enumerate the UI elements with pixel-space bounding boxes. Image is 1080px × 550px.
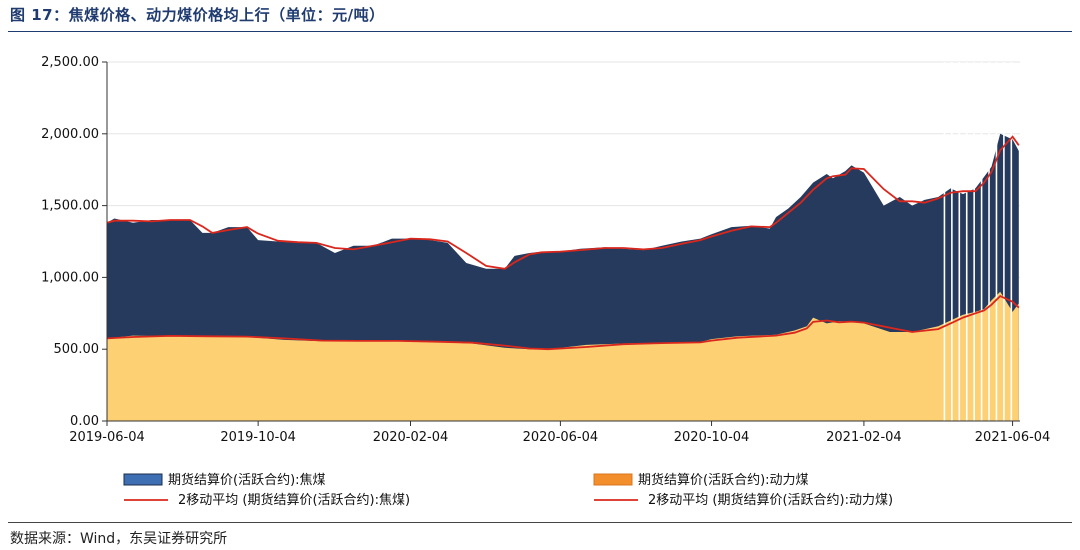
x-tick-label: 2020-06-04 <box>523 430 599 445</box>
legend-item-coking-ma: 2移动平均 (期货结算价(活跃合约):焦煤) <box>124 492 410 508</box>
ma-line-coking-coal <box>106 135 1020 270</box>
legend-label-thermal: 期货结算价(活跃合约):动力煤 <box>638 472 809 488</box>
x-tick-label: 2021-06-04 <box>975 430 1051 445</box>
y-tick-label: 500.00 <box>54 342 100 357</box>
y-tick-label: 1,000.00 <box>41 270 99 285</box>
data-source: 数据来源：Wind，东吴证券研究所 <box>10 531 228 547</box>
title-rule <box>8 31 1072 32</box>
legend-label-coking-ma: 2移动平均 (期货结算价(活跃合约):焦煤) <box>178 492 410 508</box>
legend-item-thermal: 期货结算价(活跃合约):动力煤 <box>593 472 809 488</box>
y-tick-label: 1,500.00 <box>41 199 99 214</box>
x-tick-label: 2019-10-04 <box>220 430 296 445</box>
moving-average-lines <box>106 135 1020 351</box>
legend-swatch-thermal <box>593 473 633 486</box>
legend-item-coking: 期货结算价(活跃合约):焦煤 <box>123 472 326 488</box>
y-tick-label: 0.00 <box>70 414 99 429</box>
legend-swatch-coking <box>123 473 163 486</box>
legend-label-thermal-ma: 2移动平均 (期货结算价(活跃合约):动力煤) <box>648 492 893 508</box>
y-tick-label: 2,000.00 <box>41 127 99 142</box>
chart: 0.00 500.00 1,000.00 1,500.00 2,000.00 2,500.… <box>41 55 1050 508</box>
y-tick-label: 2,500.00 <box>41 55 99 70</box>
x-tick-labels: 2019-06-04 2019-10-04 2020-02-04 2020-06-04… <box>69 421 1050 445</box>
axes <box>106 62 1020 422</box>
figure-title: 图 17：焦煤价格、动力煤价格均上行（单位：元/吨） <box>10 6 385 24</box>
legend-item-thermal-ma: 2移动平均 (期货结算价(活跃合约):动力煤) <box>594 492 893 508</box>
area-thermal-coal <box>107 291 1019 421</box>
x-tick-label: 2019-06-04 <box>69 430 145 445</box>
plot-areas <box>107 62 1019 422</box>
x-tick-label: 2021-02-04 <box>826 430 902 445</box>
legend: 期货结算价(活跃合约):焦煤 期货结算价(活跃合约):动力煤 2移动平均 (期货… <box>123 472 893 508</box>
ma-line-thermal-coal <box>106 295 1020 351</box>
x-tick-label: 2020-02-04 <box>373 430 449 445</box>
x-tick-label: 2020-10-04 <box>674 430 750 445</box>
legend-label-coking: 期货结算价(活跃合约):焦煤 <box>168 472 326 488</box>
source-rule <box>8 522 1072 523</box>
y-tick-labels: 0.00 500.00 1,000.00 1,500.00 2,000.00 2,500.… <box>41 55 99 429</box>
